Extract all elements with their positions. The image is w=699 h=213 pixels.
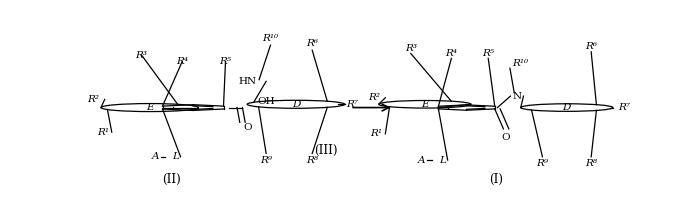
Text: R¹: R¹ [370, 129, 382, 138]
Text: R³: R³ [136, 50, 147, 60]
Text: HN: HN [238, 77, 257, 86]
Text: R⁹: R⁹ [536, 159, 549, 168]
Text: R³: R³ [405, 44, 417, 53]
Text: R¹⁰: R¹⁰ [262, 34, 278, 43]
Text: R⁷: R⁷ [346, 100, 358, 109]
Text: R⁴: R⁴ [445, 49, 457, 58]
Text: O: O [502, 132, 510, 142]
Text: A: A [418, 155, 426, 165]
Text: E: E [146, 103, 154, 112]
Text: (II): (II) [162, 173, 181, 186]
Text: R⁶: R⁶ [306, 39, 318, 48]
Text: (I): (I) [489, 173, 503, 186]
Text: D: D [563, 103, 571, 112]
Text: A: A [152, 152, 159, 161]
Text: R⁸: R⁸ [585, 159, 597, 168]
Text: R¹: R¹ [97, 128, 109, 137]
Text: R⁶: R⁶ [585, 42, 597, 50]
Text: OH: OH [258, 97, 275, 106]
Text: R¹⁰: R¹⁰ [512, 59, 528, 68]
Text: R⁴: R⁴ [176, 57, 188, 66]
Text: R²: R² [368, 93, 380, 102]
Text: (III): (III) [314, 144, 338, 157]
Text: N: N [512, 92, 521, 101]
Text: R²: R² [87, 95, 99, 104]
Text: E: E [421, 100, 428, 109]
Text: R⁸: R⁸ [306, 155, 318, 165]
Text: L: L [172, 152, 178, 161]
Text: R⁵: R⁵ [219, 57, 231, 66]
Text: R⁷: R⁷ [618, 103, 630, 112]
Text: L: L [439, 155, 446, 165]
Text: D: D [291, 100, 300, 109]
Text: O: O [243, 123, 252, 132]
Text: R⁹: R⁹ [260, 155, 272, 165]
Text: R⁵: R⁵ [482, 49, 494, 58]
